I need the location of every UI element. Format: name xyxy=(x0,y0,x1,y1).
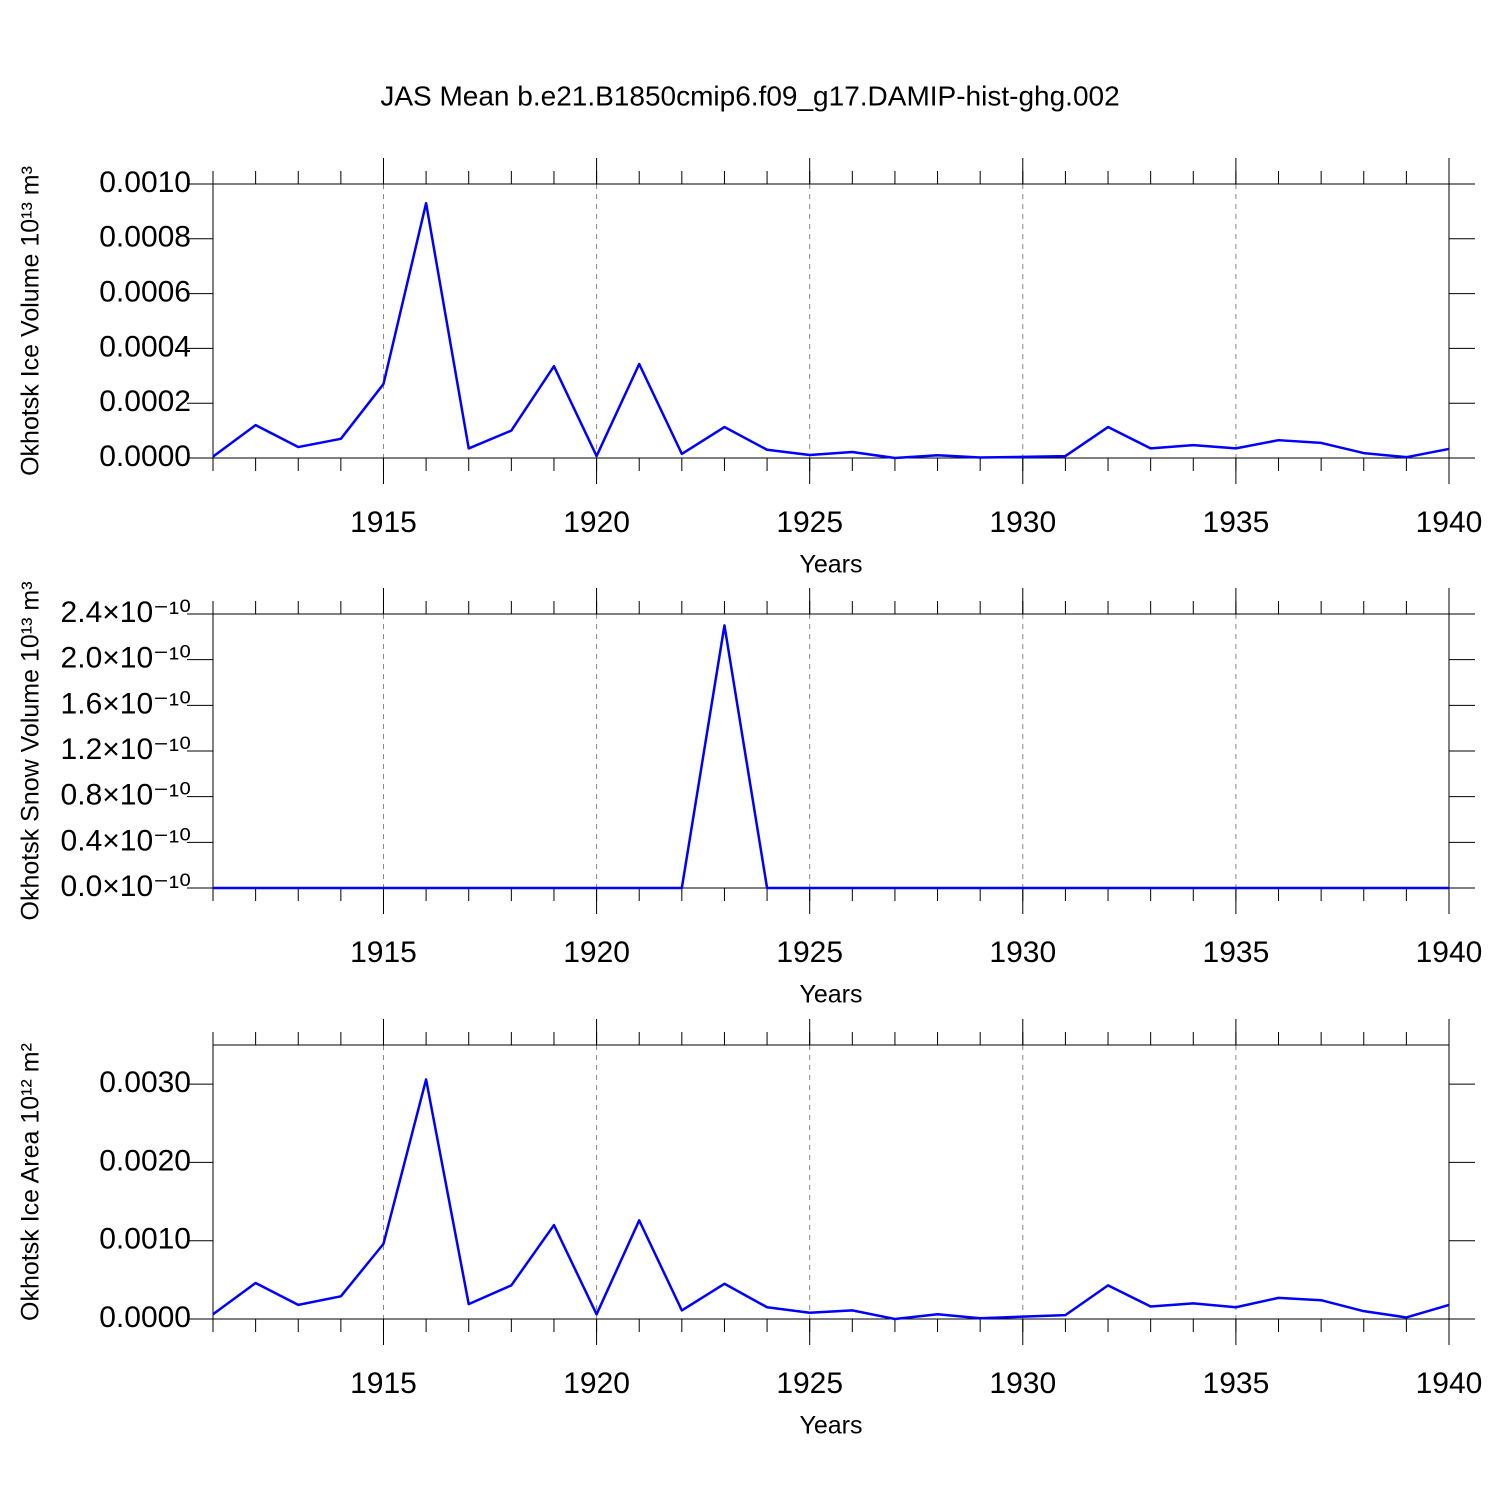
y-tick-label: 2.4×10⁻¹⁰ xyxy=(61,596,191,629)
y-tick-label: 0.0000 xyxy=(99,1301,191,1334)
x-tick-label: 1930 xyxy=(989,936,1056,969)
data-line xyxy=(213,624,1449,890)
x-tick-label: 1930 xyxy=(989,506,1056,539)
y-axis-label: Okhotsk Ice Area 10¹² m² xyxy=(17,1043,45,1321)
x-tick-label: 1920 xyxy=(563,1367,630,1400)
y-tick-label: 0.0030 xyxy=(99,1066,191,1099)
x-axis-label: Years xyxy=(799,1412,862,1440)
x-tick-label: 1935 xyxy=(1203,506,1270,539)
y-tick-label: 0.0020 xyxy=(99,1144,191,1177)
y-tick-label: 0.0010 xyxy=(99,1223,191,1256)
panel: 1915 1920 1925 1930 1935 1940 0.0000 0.0010 0.00… xyxy=(17,1019,1483,1440)
plot-frame xyxy=(212,183,1450,459)
y-tick-label: 1.2×10⁻¹⁰ xyxy=(61,733,191,766)
x-tick-label: 1940 xyxy=(1416,1367,1483,1400)
y-tick-label: 0.0000 xyxy=(99,440,191,473)
y-tick-label: 1.6×10⁻¹⁰ xyxy=(61,687,191,720)
y-tick-label: 2.0×10⁻¹⁰ xyxy=(61,642,191,675)
x-axis-label: Years xyxy=(799,551,862,579)
y-tick-label: 0.0×10⁻¹⁰ xyxy=(61,870,191,903)
x-tick-label: 1930 xyxy=(989,1367,1056,1400)
x-tick-label: 1915 xyxy=(350,936,417,969)
x-tick-label: 1925 xyxy=(776,1367,843,1400)
y-axis-label: Okhotsk Ice Volume 10¹³ m³ xyxy=(17,166,45,476)
x-tick-label: 1925 xyxy=(776,936,843,969)
x-tick-label: 1925 xyxy=(776,506,843,539)
x-tick-label: 1915 xyxy=(350,506,417,539)
y-tick-label: 0.0010 xyxy=(99,166,191,199)
y-tick-label: 0.4×10⁻¹⁰ xyxy=(61,824,191,857)
x-tick-label: 1920 xyxy=(563,506,630,539)
x-tick-label: 1920 xyxy=(563,936,630,969)
x-tick-label: 1940 xyxy=(1416,936,1483,969)
x-tick-label: 1935 xyxy=(1203,1367,1270,1400)
y-tick-label: 0.8×10⁻¹⁰ xyxy=(61,779,191,812)
x-tick-label: 1940 xyxy=(1416,506,1483,539)
x-tick-label: 1915 xyxy=(350,1367,417,1400)
x-axis-label: Years xyxy=(799,981,862,1009)
y-tick-label: 0.0008 xyxy=(99,221,191,254)
plot-frame xyxy=(212,1044,1450,1320)
plot-frame xyxy=(212,613,1450,889)
panel: 1915 1920 1925 1930 1935 1940 0.0×10⁻¹⁰ 0.4×10⁻… xyxy=(17,581,1483,1008)
y-tick-label: 0.0004 xyxy=(99,330,191,363)
data-line xyxy=(212,201,1450,460)
y-tick-label: 0.0006 xyxy=(99,276,191,309)
x-tick-label: 1935 xyxy=(1203,936,1270,969)
figure-title: JAS Mean b.e21.B1850cmip6.f09_g17.DAMIP-… xyxy=(380,80,1119,111)
y-tick-label: 0.0002 xyxy=(99,385,191,418)
panel: 1915 1920 1925 1930 1935 1940 0.0000 0.0002 0.00… xyxy=(17,158,1483,579)
y-axis-label: Okhotsk Snow Volume 10¹³ m³ xyxy=(17,581,45,920)
data-line xyxy=(212,1078,1450,1321)
